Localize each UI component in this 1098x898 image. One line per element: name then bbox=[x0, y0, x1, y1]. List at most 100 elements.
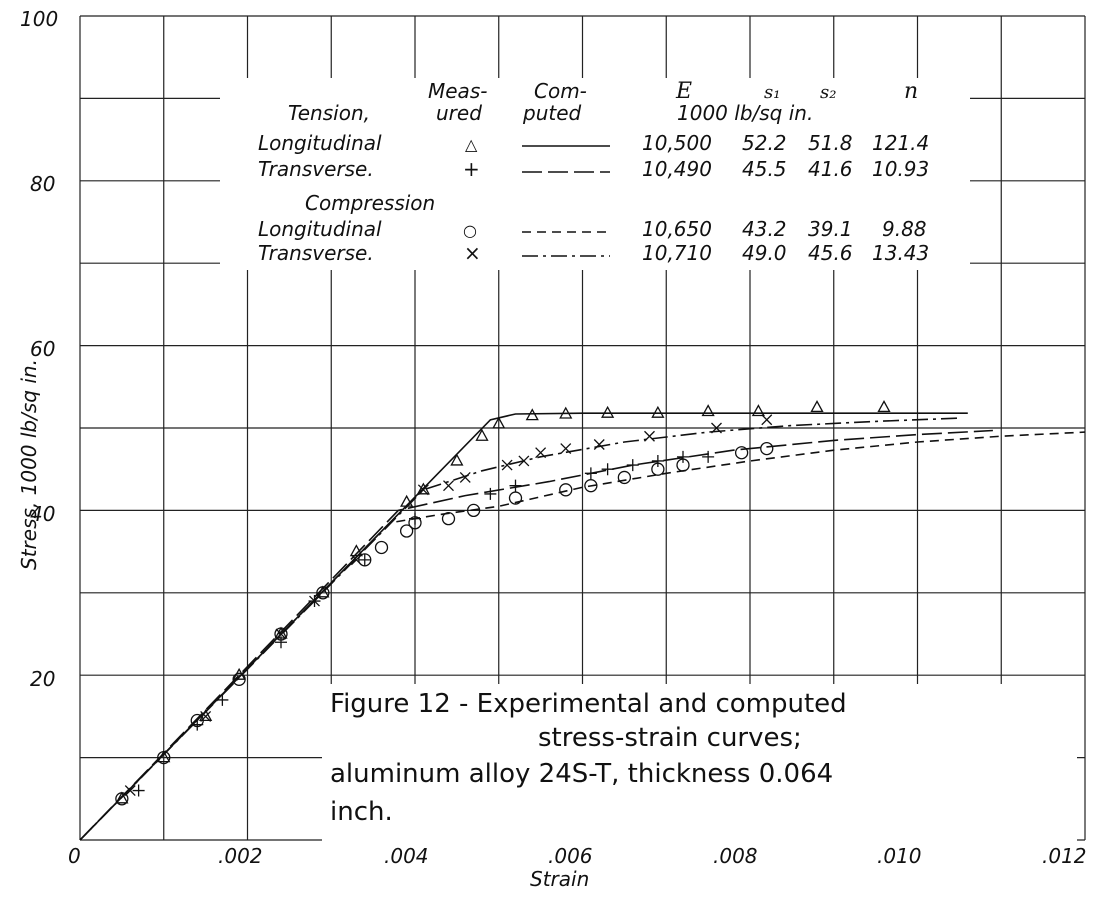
legend-row-E: 10,710 bbox=[642, 241, 712, 265]
series-group bbox=[79, 431, 1086, 841]
data-point-triangle bbox=[115, 791, 129, 804]
legend-header-units: 1000 lb/sq in. bbox=[677, 101, 813, 125]
legend-background bbox=[220, 78, 970, 270]
data-point-triangle bbox=[877, 400, 891, 413]
legend-header-computed: puted bbox=[522, 101, 582, 125]
data-point-circle bbox=[374, 540, 389, 555]
data-point-cross bbox=[309, 595, 320, 607]
data-point-circle bbox=[408, 516, 422, 530]
legend-row-s1: 49.0 bbox=[742, 241, 787, 265]
data-point-circle bbox=[651, 462, 665, 476]
y-tick-label: 60 bbox=[30, 337, 55, 361]
data-point-circle bbox=[617, 470, 632, 485]
caption-line: stress-strain curves; bbox=[538, 723, 802, 753]
y-tick-label: 80 bbox=[30, 172, 55, 196]
data-point-circle bbox=[441, 511, 456, 526]
x-tick-label: .006 bbox=[548, 844, 593, 868]
data-point-circle bbox=[584, 479, 598, 493]
caption-background bbox=[322, 684, 1077, 844]
data-point-circle bbox=[760, 441, 774, 456]
data-point-cross bbox=[275, 628, 287, 640]
x-tick-label: .004 bbox=[384, 844, 429, 868]
data-point-plus bbox=[702, 450, 715, 463]
data-point-cross bbox=[417, 484, 429, 496]
legend-table: Meas- ured Com- puted E s₁ s₂ n 1000 lb/… bbox=[220, 78, 970, 270]
legend-header-computed: Com- bbox=[534, 79, 587, 103]
data-point-cross bbox=[761, 414, 773, 426]
data-point-cross bbox=[459, 471, 471, 483]
data-point-cross bbox=[518, 455, 530, 467]
computed-curve bbox=[79, 429, 993, 841]
data-point-circle bbox=[734, 446, 749, 460]
legend-row-s2: 39.1 bbox=[808, 217, 853, 241]
data-point-triangle bbox=[601, 405, 615, 418]
data-point-circle bbox=[115, 792, 129, 806]
data-point-triangle bbox=[559, 406, 573, 419]
legend-row-E: 10,650 bbox=[642, 217, 712, 241]
data-point-triangle bbox=[525, 408, 539, 421]
legend-row-n: 121.4 bbox=[872, 131, 929, 155]
computed-curve bbox=[79, 417, 960, 841]
data-point-cross bbox=[350, 554, 362, 566]
x-tick-label: .010 bbox=[877, 844, 922, 868]
data-point-circle bbox=[466, 503, 481, 518]
x-axis-title: Strain bbox=[530, 867, 589, 891]
legend-header-n: n bbox=[904, 79, 918, 104]
data-point-cross bbox=[711, 422, 722, 434]
data-point-cross bbox=[560, 443, 572, 455]
data-point-circle bbox=[559, 483, 573, 497]
legend-row-s2: 41.6 bbox=[808, 157, 853, 181]
data-point-plus bbox=[132, 784, 145, 797]
data-point-circle bbox=[274, 627, 288, 641]
legend-header-measured: Meas- bbox=[428, 79, 487, 103]
data-point-circle bbox=[190, 713, 204, 728]
legend-row-label: Longitudinal bbox=[258, 131, 382, 155]
data-point-circle bbox=[232, 672, 246, 686]
x-tick-label: .012 bbox=[1042, 844, 1087, 868]
data-point-plus bbox=[358, 553, 371, 566]
legend-row-label: Transverse. bbox=[258, 157, 374, 181]
caption-line: Figure 12 - Experimental and computed bbox=[330, 689, 847, 719]
legend-row-n: 13.43 bbox=[872, 241, 929, 265]
data-point-circle bbox=[399, 524, 414, 538]
legend-row-label: Longitudinal bbox=[258, 217, 382, 241]
data-point-plus bbox=[484, 487, 497, 500]
data-point-circle bbox=[508, 491, 523, 505]
data-point-plus bbox=[601, 463, 614, 476]
x-tick-label: .002 bbox=[218, 844, 263, 868]
data-point-cross bbox=[200, 710, 212, 722]
data-point-triangle bbox=[492, 416, 506, 429]
axis-ticks: 0 .002 .004 .006 .008 .010 .012 20 40 60… bbox=[20, 7, 1087, 868]
legend-row-E: 10,500 bbox=[642, 131, 712, 155]
series-layer bbox=[79, 400, 1086, 841]
legend-header-measured: ured bbox=[436, 101, 482, 125]
data-point-triangle bbox=[450, 453, 464, 466]
data-point-cross bbox=[644, 430, 655, 442]
caption-line: inch. bbox=[330, 797, 393, 827]
y-tick-label: 100 bbox=[20, 7, 58, 31]
legend-header-s1: s₁ bbox=[764, 82, 780, 103]
legend-row-s1: 43.2 bbox=[742, 217, 787, 241]
series-group bbox=[79, 414, 960, 841]
legend-group-tension: Tension, bbox=[288, 101, 370, 125]
legend-row-marker: + bbox=[463, 157, 480, 181]
legend-group-compression: Compression bbox=[305, 191, 435, 215]
computed-curve bbox=[79, 431, 1086, 841]
legend-row-E: 10,490 bbox=[642, 157, 712, 181]
legend-row-marker: × bbox=[464, 241, 481, 265]
legend-row-n: 10.93 bbox=[872, 157, 929, 181]
legend-row-marker: △ bbox=[465, 135, 478, 154]
data-point-circle bbox=[676, 458, 690, 472]
data-point-plus bbox=[651, 454, 664, 467]
data-point-cross bbox=[124, 785, 136, 797]
data-point-triangle bbox=[701, 404, 715, 417]
data-point-triangle bbox=[475, 428, 489, 441]
figure-caption: Figure 12 - Experimental and computed st… bbox=[322, 684, 1077, 844]
legend-row-s1: 52.2 bbox=[742, 131, 787, 155]
computed-curve bbox=[79, 412, 968, 841]
data-point-plus bbox=[677, 450, 689, 463]
legend-row-n: 9.88 bbox=[882, 217, 927, 241]
y-tick-label: 20 bbox=[30, 667, 55, 691]
legend-header-E: E bbox=[675, 79, 692, 104]
data-point-cross bbox=[535, 447, 547, 459]
